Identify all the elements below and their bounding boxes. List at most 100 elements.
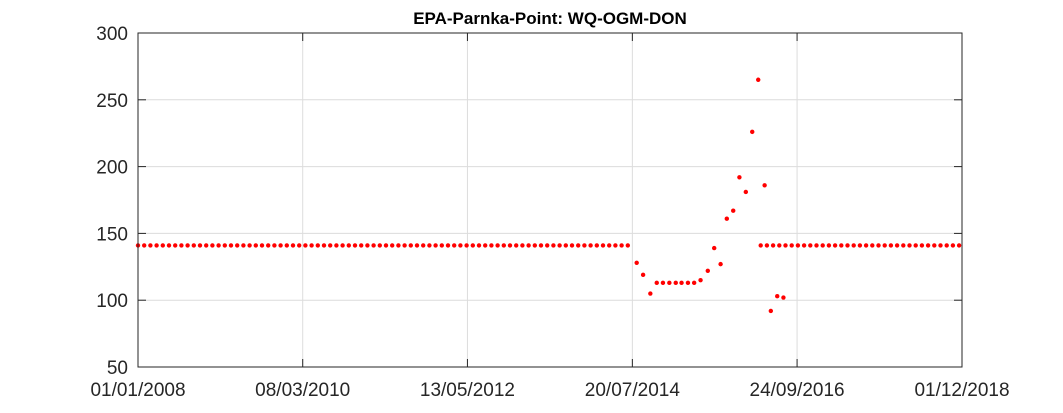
data-point bbox=[764, 243, 770, 248]
data-point bbox=[222, 243, 228, 248]
y-tick-labels: 50 100 150 200 250 300 bbox=[96, 24, 128, 379]
data-point bbox=[913, 243, 918, 248]
data-point bbox=[718, 261, 723, 267]
data-point bbox=[377, 243, 383, 248]
x-tick-label: 08/03/2010 bbox=[255, 380, 350, 401]
data-point bbox=[359, 243, 364, 248]
data-point bbox=[775, 293, 780, 299]
data-point bbox=[907, 243, 912, 248]
data-point bbox=[483, 243, 488, 248]
data-point bbox=[944, 243, 949, 248]
plot-frame bbox=[137, 32, 963, 368]
data-point bbox=[845, 243, 850, 248]
data-point bbox=[594, 243, 600, 248]
data-point bbox=[743, 189, 749, 195]
data-point bbox=[685, 280, 691, 286]
data-point bbox=[919, 243, 925, 248]
data-point bbox=[334, 243, 339, 248]
data-point bbox=[607, 243, 612, 248]
data-point bbox=[820, 243, 825, 248]
data-point bbox=[315, 243, 321, 248]
data-point bbox=[839, 243, 844, 248]
data-point bbox=[495, 243, 500, 248]
x-tick-label: 20/07/2014 bbox=[585, 380, 681, 401]
data-point bbox=[781, 295, 786, 300]
data-point bbox=[476, 243, 482, 248]
data-point bbox=[204, 243, 209, 248]
y-tick-label: 100 bbox=[96, 291, 128, 312]
chart-title: EPA-Parnka-Point: WQ-OGM-DON bbox=[413, 9, 687, 28]
data-point bbox=[346, 243, 352, 248]
data-point bbox=[179, 243, 184, 248]
data-point bbox=[396, 243, 401, 248]
data-point bbox=[901, 243, 906, 248]
data-point bbox=[691, 280, 697, 286]
data-point bbox=[576, 243, 581, 248]
data-point bbox=[383, 243, 389, 248]
data-point bbox=[894, 243, 900, 248]
y-tick-label: 200 bbox=[96, 158, 128, 179]
data-point bbox=[514, 243, 519, 248]
data-point bbox=[297, 243, 302, 248]
x-tick-labels: 01/01/2008 08/03/2010 13/05/2012 20/07/2014… bbox=[90, 380, 1009, 401]
data-point bbox=[795, 243, 801, 248]
data-point bbox=[667, 280, 672, 286]
data-point bbox=[750, 129, 755, 135]
data-point bbox=[705, 268, 710, 274]
data-point bbox=[402, 243, 407, 248]
data-point bbox=[826, 243, 832, 248]
data-point bbox=[166, 243, 172, 248]
data-point bbox=[679, 280, 684, 286]
data-point bbox=[876, 243, 881, 248]
data-point bbox=[851, 243, 856, 248]
data-point bbox=[737, 175, 742, 180]
data-point bbox=[408, 243, 414, 248]
data-point bbox=[507, 243, 513, 248]
data-point bbox=[278, 243, 283, 248]
data-point bbox=[241, 243, 246, 248]
data-point bbox=[501, 243, 507, 248]
data-point bbox=[458, 243, 463, 248]
data-point bbox=[439, 243, 445, 248]
data-point bbox=[731, 208, 736, 213]
data-point bbox=[470, 243, 476, 248]
data-point bbox=[698, 277, 703, 283]
data-point bbox=[427, 243, 432, 248]
data-point bbox=[569, 243, 575, 248]
data-point bbox=[932, 243, 937, 248]
data-point bbox=[600, 243, 606, 248]
data-point bbox=[414, 243, 420, 248]
data-point bbox=[783, 243, 788, 248]
data-point bbox=[724, 216, 730, 221]
data-point bbox=[160, 243, 166, 248]
data-point bbox=[563, 243, 569, 248]
data-point bbox=[634, 260, 639, 265]
data-point bbox=[352, 243, 358, 248]
data-point bbox=[801, 243, 807, 248]
data-point bbox=[228, 243, 234, 248]
data-point bbox=[545, 243, 550, 248]
x-tick-label: 24/09/2016 bbox=[750, 380, 845, 401]
data-point bbox=[640, 272, 646, 278]
x-tick-label: 01/01/2008 bbox=[90, 380, 185, 401]
data-point bbox=[526, 243, 531, 248]
data-point bbox=[142, 243, 147, 248]
data-points bbox=[135, 77, 962, 314]
data-point bbox=[870, 243, 875, 248]
data-point bbox=[712, 245, 717, 251]
data-point bbox=[770, 243, 776, 248]
data-point bbox=[148, 243, 153, 248]
data-point bbox=[216, 243, 221, 248]
data-point bbox=[421, 243, 426, 248]
data-point bbox=[857, 243, 863, 248]
grid-lines bbox=[137, 32, 963, 368]
data-point bbox=[197, 243, 203, 248]
y-tick-label: 50 bbox=[107, 358, 128, 379]
data-point bbox=[660, 280, 666, 286]
data-point bbox=[235, 243, 240, 248]
x-tick-label: 13/05/2012 bbox=[420, 380, 515, 401]
x-tick-label: 01/12/2018 bbox=[914, 380, 1009, 401]
data-point bbox=[950, 243, 956, 248]
data-point bbox=[814, 243, 819, 248]
data-point bbox=[832, 243, 838, 248]
